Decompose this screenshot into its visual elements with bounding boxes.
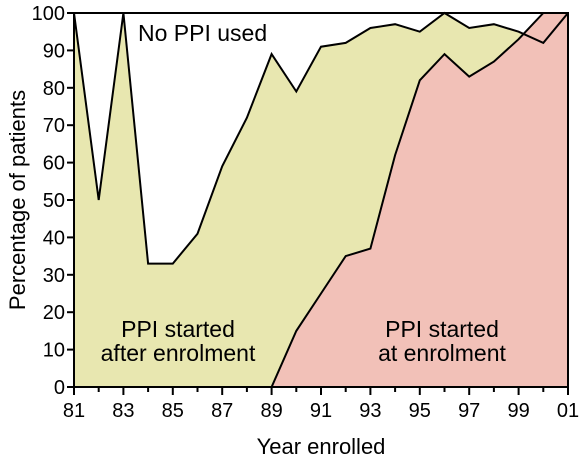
x-tick-label-1991: 91 <box>310 400 332 422</box>
annotations: No PPI used PPI started after enrolment … <box>101 20 507 366</box>
y-tick-label-90: 90 <box>43 40 65 62</box>
x-tick-label-1985: 85 <box>162 400 184 422</box>
plot-fills <box>74 13 568 387</box>
y-tick-label-80: 80 <box>43 78 65 100</box>
x-tick-label-1995: 95 <box>409 400 431 422</box>
y-tick-label-60: 60 <box>43 153 65 175</box>
annotation-no-ppi-used: No PPI used <box>138 20 267 46</box>
x-axis-title: Year enrolled <box>257 434 386 459</box>
x-tick-label-1983: 83 <box>112 400 134 422</box>
y-tick-label-100: 100 <box>32 3 65 25</box>
x-tick-label-1981: 81 <box>63 400 85 422</box>
y-tick-label-40: 40 <box>43 227 65 249</box>
y-tick-label-0: 0 <box>54 377 65 399</box>
x-tick-label-1987: 87 <box>211 400 233 422</box>
y-tick-label-70: 70 <box>43 115 65 137</box>
annotation-at-enrolment-line2: at enrolment <box>378 340 506 366</box>
annotation-after-enrolment-line1: PPI started <box>121 316 235 342</box>
y-tick-label-20: 20 <box>43 302 65 324</box>
y-tick-label-10: 10 <box>43 340 65 362</box>
annotation-at-enrolment-line1: PPI started <box>385 316 499 342</box>
x-tick-label-1989: 89 <box>260 400 282 422</box>
y-axis-title: Percentage of patients <box>5 90 30 310</box>
x-tick-label-1993: 93 <box>359 400 381 422</box>
x-tick-label-1999: 99 <box>507 400 529 422</box>
area-ppi-at-enrolment <box>74 13 568 387</box>
x-tick-label-1997: 97 <box>458 400 480 422</box>
y-tick-label-50: 50 <box>43 190 65 212</box>
y-tick-label-30: 30 <box>43 265 65 287</box>
annotation-after-enrolment-line2: after enrolment <box>101 340 256 366</box>
line-ppi-after-enrolment-top <box>73 11 569 265</box>
x-tick-label-2001: 01 <box>557 400 579 422</box>
